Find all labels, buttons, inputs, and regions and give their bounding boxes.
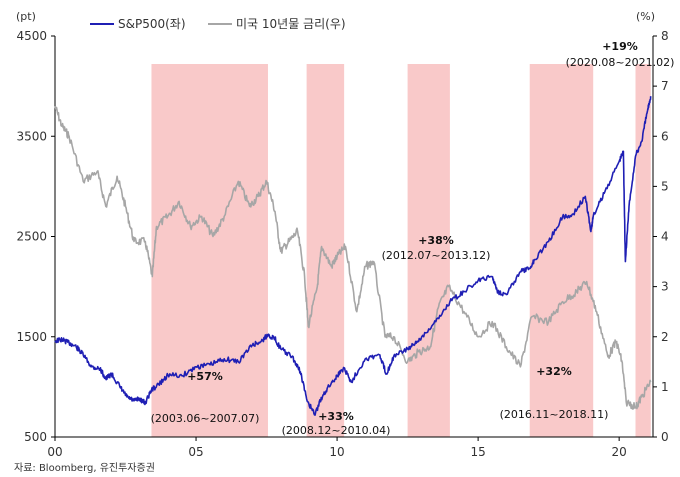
left-tick-label: 2500 [16, 230, 47, 244]
right-tick-label: 2 [661, 330, 669, 344]
annotation-pct: +57% [187, 370, 223, 383]
shaded-period-1 [306, 64, 345, 437]
left-tick-label: 500 [24, 430, 47, 444]
right-axis-unit: (%) [636, 10, 655, 23]
annotation-pct: +32% [536, 365, 572, 378]
axes [51, 35, 657, 441]
x-tick-label: 00 [47, 445, 62, 459]
right-tick-label: 1 [661, 380, 669, 394]
annotation-range: (2008.12~2010.04) [282, 424, 391, 437]
annotation-range: (2003.06~2007.07) [151, 412, 260, 425]
right-tick-label: 8 [661, 29, 669, 43]
series-line-sp500 [54, 96, 652, 416]
right-tick-label: 5 [661, 179, 669, 193]
left-axis-unit: (pt) [16, 10, 36, 23]
legend-label-sp500: S&P500(좌) [118, 17, 186, 31]
annotation-pct: +38% [418, 234, 454, 247]
legend: S&P500(좌) 미국 10년물 금리(우) [90, 17, 346, 31]
right-tick-label: 3 [661, 280, 669, 294]
annotation-pct: +33% [318, 410, 354, 423]
annotation-pct: +19% [602, 40, 638, 53]
legend-label-yield: 미국 10년물 금리(우) [236, 17, 346, 31]
shaded-period-3 [529, 64, 594, 437]
right-tick-label: 4 [661, 230, 669, 244]
series-line-us-10y-yield [54, 105, 652, 410]
right-tick-label: 0 [661, 430, 669, 444]
left-tick-label: 3500 [16, 129, 47, 143]
annotation-range: (2012.07~2013.12) [382, 249, 491, 262]
x-tick-label: 05 [188, 445, 203, 459]
x-tick-label: 20 [612, 445, 627, 459]
source-note: 자료: Bloomberg, 유진투자증권 [14, 462, 155, 474]
x-tick-label: 10 [329, 445, 344, 459]
annotation-range: (2020.08~2021.02) [566, 56, 675, 69]
annotations: +57% (2003.06~2007.07) +33%(2008.12~2010.0… [151, 40, 675, 437]
right-tick-label: 7 [661, 79, 669, 93]
tick-labels: 500 1500 2500 3500 4500 0 1 2 3 4 5 6 7 8 00 05 10 15 20 [16, 29, 668, 459]
annotation-range: (2016.11~2018.11) [500, 408, 609, 421]
shaded-period-4 [635, 64, 651, 437]
shaded-periods [151, 64, 651, 437]
series [54, 96, 652, 416]
left-tick-label: 1500 [16, 330, 47, 344]
right-tick-label: 6 [661, 129, 669, 143]
left-tick-label: 4500 [16, 29, 47, 43]
shaded-period-2 [407, 64, 450, 437]
x-tick-label: 15 [470, 445, 485, 459]
